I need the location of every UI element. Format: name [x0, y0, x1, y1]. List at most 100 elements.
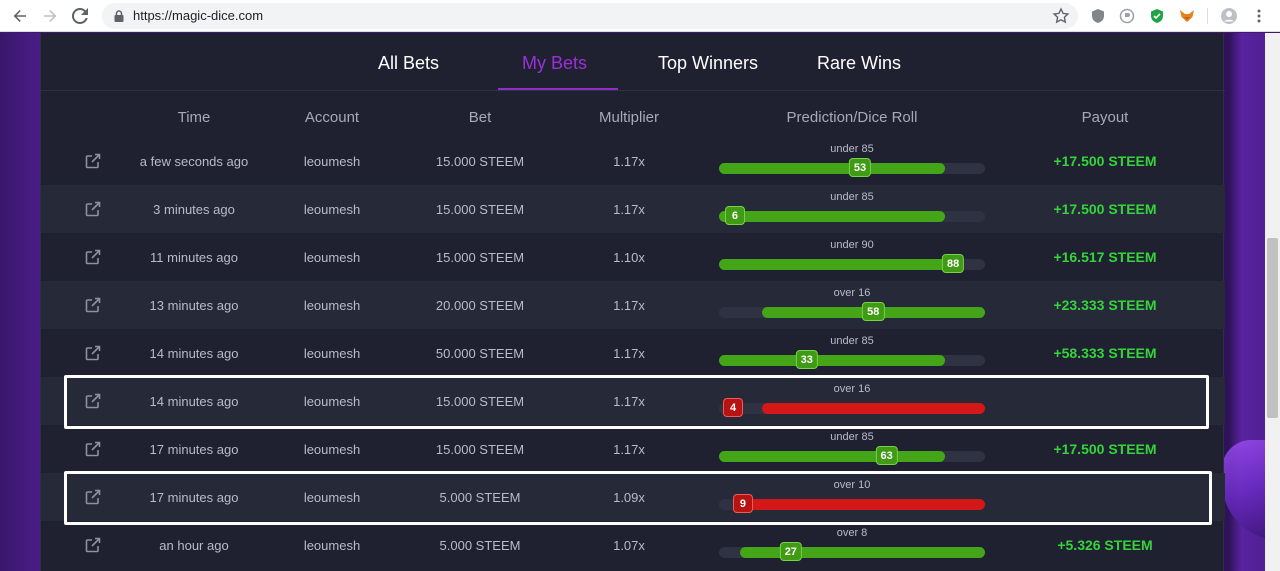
- profile-avatar-icon[interactable]: [1220, 7, 1238, 25]
- bet-time: a few seconds ago: [139, 154, 249, 169]
- bet-multiplier: 1.17x: [613, 298, 645, 313]
- column-header-time: Time: [177, 109, 211, 126]
- page-scrollbar[interactable]: [1265, 33, 1280, 571]
- bet-amount: 15.000 STEEM: [435, 394, 525, 409]
- prediction-bar: over 16 58: [719, 283, 985, 327]
- tab-all-bets[interactable]: All Bets: [378, 53, 440, 73]
- prediction-track: [719, 499, 985, 510]
- fox-extension-icon[interactable]: [1178, 7, 1196, 25]
- external-link-icon[interactable]: [85, 393, 101, 409]
- prediction-bar: over 10 9: [719, 475, 985, 519]
- lose-range-fill: [761, 403, 985, 414]
- toolbar-divider: [1207, 8, 1208, 24]
- bet-multiplier: 1.17x: [613, 442, 645, 457]
- bet-payout: +17.500 STEEM: [1053, 201, 1157, 217]
- bet-account[interactable]: leoumesh: [303, 346, 361, 361]
- table-row: 13 minutes ago leoumesh 20.000 STEEM 1.1…: [41, 281, 1225, 329]
- dice-roll-badge: 6: [724, 206, 745, 225]
- bet-account[interactable]: leoumesh: [303, 442, 361, 457]
- dice-roll-badge: 88: [941, 254, 965, 273]
- table-row: 17 minutes ago leoumesh 5.000 STEEM 1.09…: [41, 473, 1225, 521]
- bet-multiplier: 1.17x: [613, 154, 645, 169]
- prediction-label: over 16: [833, 383, 871, 395]
- bet-amount: 15.000 STEEM: [435, 442, 525, 457]
- external-link-icon[interactable]: [85, 153, 101, 169]
- bet-time: 14 minutes ago: [149, 346, 239, 361]
- bet-amount: 20.000 STEEM: [435, 298, 525, 313]
- bet-account[interactable]: leoumesh: [303, 202, 361, 217]
- external-link-icon[interactable]: [85, 201, 101, 217]
- bet-account[interactable]: leoumesh: [303, 154, 361, 169]
- browser-toolbar: https://magic-dice.com: [0, 0, 1280, 32]
- lock-icon: [112, 9, 126, 23]
- bet-time: an hour ago: [159, 538, 229, 553]
- bets-tab-bar: All Bets My Bets Top Winners Rare Wins: [41, 33, 1225, 91]
- column-header-bet: Bet: [468, 109, 492, 126]
- dice-roll-badge: 9: [732, 494, 753, 513]
- column-header-multiplier: Multiplier: [598, 109, 660, 126]
- bet-multiplier: 1.17x: [613, 346, 645, 361]
- prediction-label: under 85: [830, 335, 874, 347]
- url-text[interactable]: https://magic-dice.com: [133, 8, 264, 23]
- bet-payout: +17.500 STEEM: [1053, 441, 1157, 457]
- disabled-extension-icon[interactable]: [1118, 7, 1136, 25]
- bet-amount: 15.000 STEEM: [435, 250, 525, 265]
- external-link-icon[interactable]: [85, 249, 101, 265]
- bet-multiplier: 1.07x: [613, 538, 645, 553]
- bet-account[interactable]: leoumesh: [303, 490, 361, 505]
- tab-rare-wins[interactable]: Rare Wins: [817, 53, 902, 73]
- win-range-fill: [740, 547, 985, 558]
- table-row: 14 minutes ago leoumesh 15.000 STEEM 1.1…: [41, 377, 1225, 425]
- prediction-track: [719, 307, 985, 318]
- prediction-bar: under 85 53: [719, 139, 985, 183]
- prediction-bar: under 85 6: [719, 187, 985, 231]
- shield-extension-icon[interactable]: [1089, 7, 1107, 25]
- prediction-track: [719, 547, 985, 558]
- prediction-track: [719, 259, 985, 270]
- bet-account[interactable]: leoumesh: [303, 538, 361, 553]
- bet-time: 13 minutes ago: [149, 298, 239, 313]
- prediction-track: [719, 211, 985, 222]
- bets-panel: All Bets My Bets Top Winners Rare Wins T…: [40, 33, 1225, 571]
- bet-amount: 5.000 STEEM: [439, 490, 521, 505]
- dice-roll-badge: 63: [875, 446, 898, 465]
- table-row: 3 minutes ago leoumesh 15.000 STEEM 1.17…: [41, 185, 1225, 233]
- tab-my-bets[interactable]: My Bets: [522, 53, 588, 73]
- external-link-icon[interactable]: [85, 441, 101, 457]
- address-bar[interactable]: https://magic-dice.com: [102, 3, 1078, 29]
- bet-amount: 5.000 STEEM: [439, 538, 521, 553]
- more-menu-icon[interactable]: [1250, 7, 1268, 25]
- external-link-icon[interactable]: [85, 537, 101, 553]
- bet-account[interactable]: leoumesh: [303, 394, 361, 409]
- forward-arrow-icon[interactable]: [40, 6, 60, 26]
- external-link-icon[interactable]: [85, 489, 101, 505]
- green-shield-extension-icon[interactable]: [1148, 7, 1166, 25]
- win-range-fill: [719, 163, 946, 174]
- bet-account[interactable]: leoumesh: [303, 250, 361, 265]
- external-link-icon[interactable]: [85, 345, 101, 361]
- bet-time: 11 minutes ago: [150, 250, 238, 265]
- star-icon[interactable]: [1052, 7, 1070, 25]
- tab-top-winners[interactable]: Top Winners: [658, 53, 759, 73]
- scrollbar-thumb[interactable]: [1267, 238, 1278, 418]
- dice-roll-badge: 4: [723, 398, 743, 417]
- win-range-fill: [719, 355, 946, 366]
- back-arrow-icon[interactable]: [10, 6, 30, 26]
- dice-roll-badge: 27: [779, 542, 802, 561]
- bet-time: 17 minutes ago: [149, 490, 239, 505]
- win-range-fill: [719, 259, 959, 270]
- bet-multiplier: 1.10x: [613, 250, 645, 265]
- prediction-bar: under 85 63: [719, 427, 985, 471]
- bet-payout: +16.517 STEEM: [1053, 249, 1157, 265]
- external-link-icon[interactable]: [85, 297, 101, 313]
- bet-multiplier: 1.09x: [613, 490, 645, 505]
- column-header-payout: Payout: [1081, 109, 1129, 126]
- win-range-fill: [719, 211, 946, 222]
- bet-amount: 15.000 STEEM: [435, 202, 525, 217]
- bet-payout: +17.500 STEEM: [1053, 153, 1157, 169]
- bet-payout: +58.333 STEEM: [1053, 345, 1157, 361]
- reload-icon[interactable]: [70, 6, 90, 26]
- prediction-label: over 8: [836, 527, 868, 539]
- bet-account[interactable]: leoumesh: [303, 298, 361, 313]
- prediction-track: [719, 451, 985, 462]
